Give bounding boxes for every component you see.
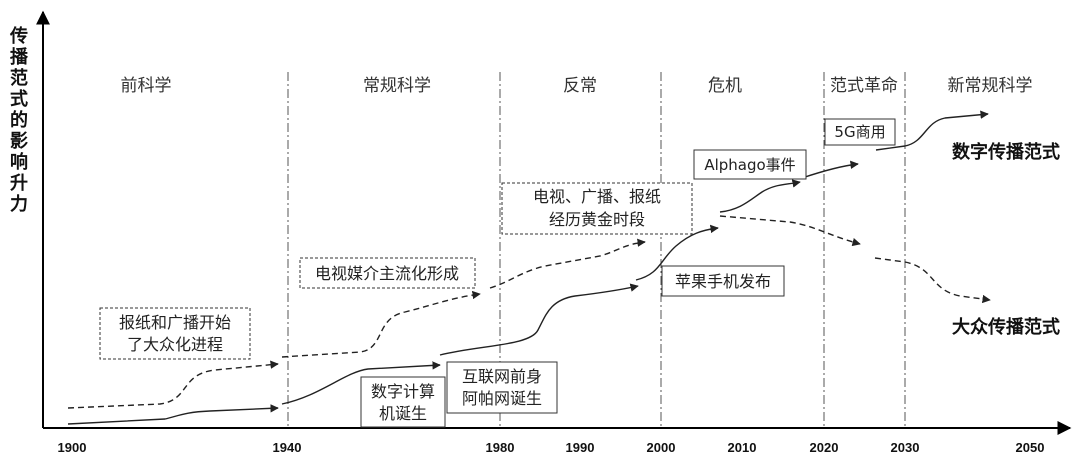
y-axis-label-char: 的 [10,109,28,131]
annotation-box [501,182,693,235]
x-tick-label: 2030 [891,440,920,455]
phase-label: 前科学 [121,76,172,96]
annotation-line: 数字计算 [371,382,435,401]
annotation-line: 机诞生 [379,404,427,423]
annotation-line: 经历黄金时段 [549,210,645,229]
mass-curve-segment [874,257,991,304]
annotation-line: 电视媒介主流化形成 [315,264,459,283]
mass-paradigm-label: 大众传播范式 [952,316,1060,338]
annotation-line: 苹果手机发布 [675,272,771,291]
annotation-box [693,149,807,180]
x-tick-label: 1900 [58,440,87,455]
annotation-newspaper-radio: 报纸和广播开始 了大众化进程 [99,307,251,360]
annotation-line: 电视、广播、报纸 [533,187,661,206]
annotation-iphone: 苹果手机发布 [661,265,785,297]
x-tick-label: 2050 [1016,440,1045,455]
phase-dividers [287,72,906,428]
annotation-line: 互联网前身 [462,367,542,386]
y-axis-label-char: 范 [10,67,28,89]
annotation-arpanet: 互联网前身 阿帕网诞生 [446,361,558,414]
y-axis-label-char: 响 [10,151,28,173]
digital-curve-segment [801,160,859,179]
digital-curve-segment [875,110,989,151]
digital-paradigm-curve [67,110,989,425]
mass-curve-segment [489,238,646,289]
annotation-line: 报纸和广播开始 [119,313,231,332]
annotation-box [661,265,785,297]
annotation-alphago: Alphago事件 [693,149,807,180]
annotation-digital-computer: 数字计算 机诞生 [360,376,446,428]
phase-label: 常规科学 [363,76,431,96]
annotation-line: 了大众化进程 [127,335,223,354]
y-axis-label-char: 影 [10,131,28,152]
mass-curve-segment [281,290,481,358]
annotation-box [446,361,558,414]
digital-curve-segment [67,404,279,425]
y-axis-label-char: 升 [10,173,28,194]
digital-curve-segment [719,179,801,213]
x-tick-labels: 1900 1940 1980 1990 2000 2010 2020 2030 … [58,440,1045,455]
x-tick-label: 2010 [728,440,757,455]
digital-curve-segment [281,361,441,405]
annotation-line: 5G商用 [834,123,885,141]
y-axis-label-char: 播 [10,46,29,68]
x-tick-label: 1980 [486,440,515,455]
phase-labels: 前科学 常规科学 反常 危机 范式革命 新常规科学 [121,76,1033,96]
annotation-box [360,376,446,428]
x-tick-label: 1990 [566,440,595,455]
phase-label: 反常 [563,76,597,96]
phase-label: 新常规科学 [948,76,1033,96]
annotation-tv-mainstream: 电视媒介主流化形成 [299,257,476,289]
annotation-line: 阿帕网诞生 [462,389,542,408]
annotation-golden-age: 电视、广播、报纸 经历黄金时段 [501,182,693,235]
annotation-box [99,307,251,360]
annotation-line: Alphago事件 [704,156,795,174]
y-axis-label-char: 传 [9,25,28,47]
annotation-box [824,118,896,146]
mass-curve-segment [719,215,861,247]
mass-curve-segment [67,360,279,409]
x-tick-label: 2000 [647,440,676,455]
phase-label: 范式革命 [830,76,898,96]
y-axis-label-char: 力 [10,194,28,215]
mass-paradigm-curve [67,215,991,409]
x-tick-label: 1940 [273,440,302,455]
annotation-box [299,257,476,289]
annotation-5g: 5G商用 [824,118,896,146]
digital-curve-segment [439,283,639,356]
phase-label: 危机 [708,76,742,96]
digital-curve-segment [635,224,719,281]
x-tick-label: 2020 [810,440,839,455]
y-axis-label-char: 式 [10,88,28,110]
digital-paradigm-label: 数字传播范式 [952,141,1060,163]
